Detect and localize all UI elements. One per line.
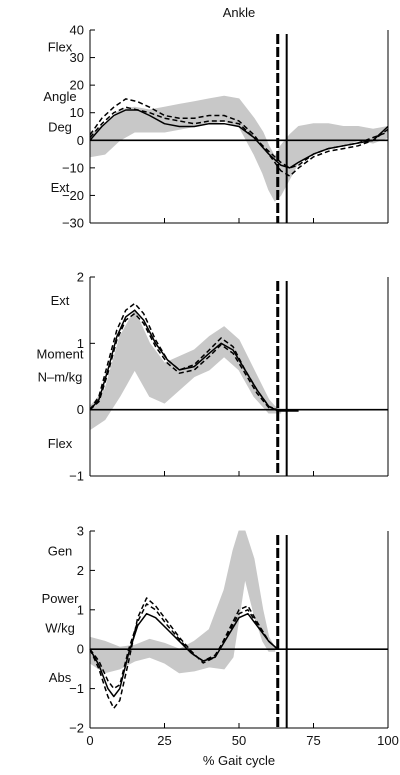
x-tick-label: 25 (157, 733, 171, 748)
y-tick-label: 2 (77, 270, 84, 285)
side-label: Power (42, 591, 80, 606)
x-tick-label: 50 (232, 733, 246, 748)
side-label: Deg (48, 120, 72, 135)
y-tick-label: −2 (69, 721, 84, 736)
x-axis-label: % Gait cycle (203, 753, 275, 768)
series-line-1 (89, 109, 389, 169)
series-line-2 (89, 597, 279, 710)
y-tick-label: 40 (70, 23, 84, 38)
y-tick-label: 20 (70, 78, 84, 93)
y-tick-label: 0 (77, 133, 84, 148)
x-tick-label: 75 (306, 733, 320, 748)
x-tick-label: 100 (377, 733, 399, 748)
y-tick-label: 0 (77, 642, 84, 657)
series-line-2 (89, 302, 278, 411)
side-label: N–m/kg (38, 370, 83, 385)
y-tick-label: 10 (70, 105, 84, 120)
series-line-2 (89, 98, 389, 177)
chart-title: Ankle (223, 5, 256, 20)
y-tick-label: 3 (77, 524, 84, 539)
chart-panel-2: 2 1 0 −1 Ext Moment N–m/kg Flex (37, 270, 389, 484)
y-tick-label: −30 (62, 216, 84, 231)
side-label: Ext (51, 293, 70, 308)
series-line-3 (89, 106, 389, 169)
series-line-1 (89, 309, 299, 412)
x-tick-label: 0 (86, 733, 93, 748)
y-tick-label: −10 (62, 160, 84, 175)
y-tick-label: −1 (69, 681, 84, 696)
series-line-3 (89, 312, 278, 411)
series-line-1 (89, 612, 279, 698)
side-label: Flex (48, 40, 73, 55)
normal-range-band (89, 530, 276, 674)
y-tick-label: 30 (70, 50, 84, 65)
chart-panel-1: 40 30 20 10 0 −10 −20 −30 Flex Angle Deg Ext Ankle (43, 5, 389, 231)
y-tick-label: 0 (77, 402, 84, 417)
y-tick-label: 1 (77, 602, 84, 617)
side-label: Abs (49, 670, 72, 685)
side-label: Ext (51, 180, 70, 195)
series-line-3 (89, 603, 279, 690)
side-label: Moment (37, 346, 84, 361)
side-label: Angle (43, 89, 76, 104)
side-label: Flex (48, 436, 73, 451)
y-tick-label: 2 (77, 563, 84, 578)
normal-range-band (89, 309, 282, 431)
side-label: Gen (48, 544, 73, 559)
y-tick-label: 1 (77, 336, 84, 351)
y-tick-label: −1 (69, 469, 84, 484)
y-tick-label: −20 (62, 188, 84, 203)
side-label: W/kg (45, 621, 75, 636)
